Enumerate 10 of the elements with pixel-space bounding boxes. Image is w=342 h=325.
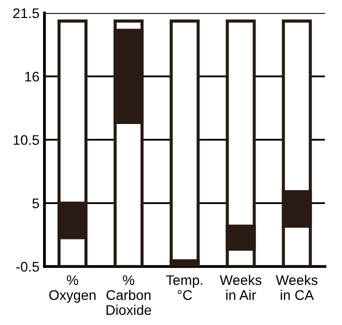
x-tick-label: % Oxygen [49,275,96,303]
x-tick-label: Temp. °C [166,275,202,300]
y-tick-label: 10.5 [14,135,40,145]
y-tick-label: 5 [32,198,40,208]
x-tick-label: Weeks in CA [276,274,318,300]
y-tick-label: -0.5 [16,262,40,272]
y-tick-label: 16 [25,72,39,82]
x-tick-label: % Carbon Dioxide [106,275,152,315]
x-tick-label: Weeks in Air [220,274,262,300]
y-tick-label: 21.5 [13,8,40,18]
